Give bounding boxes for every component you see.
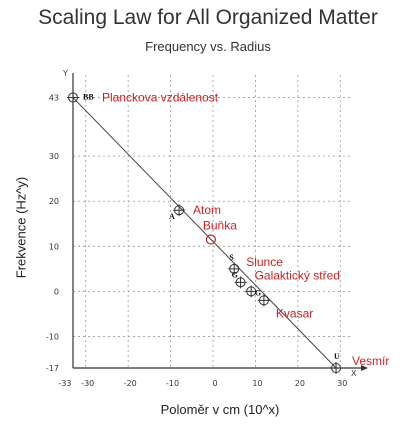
x-axis-arrow xyxy=(361,365,368,371)
point-annotation: Atom xyxy=(193,203,221,217)
x-tick-label: -20 xyxy=(124,379,137,388)
y-tick-label: 30 xyxy=(49,152,59,161)
point-code: S xyxy=(229,253,234,262)
point-annotation: Buňka xyxy=(203,219,237,233)
point-annotation: Planckova vzdálenost xyxy=(102,91,219,105)
y-tick-label: -17 xyxy=(46,364,59,373)
chart-subtitle: Frequency vs. Radius xyxy=(145,39,271,54)
x-tick-label: -33 xyxy=(58,379,71,388)
point-code: U xyxy=(334,352,340,361)
x-tick-label: 10 xyxy=(252,379,262,388)
point-code: A xyxy=(169,212,175,221)
point-code: G xyxy=(255,288,261,297)
x-axis-label: Poloměr v cm (10^x) xyxy=(160,402,280,417)
point-code: G xyxy=(232,270,238,279)
point-code: BB xyxy=(83,93,94,102)
point-annotation: Galaktický střed xyxy=(255,268,340,282)
y-tick-label: 0 xyxy=(54,287,59,296)
y-tick-label: -10 xyxy=(46,332,59,341)
x-tick-label: 20 xyxy=(295,379,305,388)
scaling-law-line xyxy=(72,97,337,369)
point-annotation: Slunce xyxy=(246,255,283,269)
x-axis-letter: X xyxy=(351,369,357,378)
data-point-highlight xyxy=(205,234,216,245)
x-tick-label: -30 xyxy=(81,379,94,388)
x-tick-label: 0 xyxy=(212,379,217,388)
y-tick-label: 10 xyxy=(49,242,59,251)
y-tick-label: 43 xyxy=(49,94,59,103)
y-tick-label: 20 xyxy=(49,197,59,206)
y-axis-letter: Y xyxy=(62,69,68,78)
x-tick-label: 30 xyxy=(337,379,347,388)
point-annotation: Vesmír xyxy=(352,354,389,368)
chart-title: Scaling Law for All Organized Matter xyxy=(38,6,378,29)
x-tick-label: -10 xyxy=(166,379,179,388)
point-annotation: Kvasar xyxy=(276,306,313,320)
